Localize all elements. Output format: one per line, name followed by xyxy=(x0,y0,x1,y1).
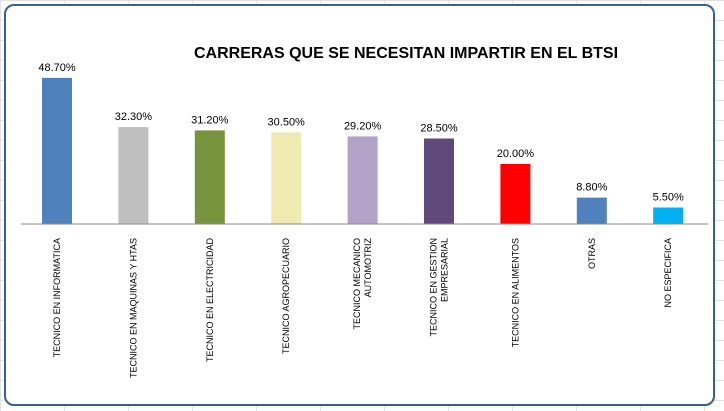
data-label-5: 28.50% xyxy=(420,123,458,135)
bar-1[interactable] xyxy=(118,127,149,224)
data-label-6: 20.00% xyxy=(497,148,535,160)
data-label-8: 5.50% xyxy=(653,192,684,204)
data-label-7: 8.80% xyxy=(576,182,607,194)
bar-4[interactable] xyxy=(347,136,378,224)
chart-title: CARRERAS QUE SE NECESITAN IMPARTIR EN EL… xyxy=(194,45,618,62)
bar-3[interactable] xyxy=(271,132,302,225)
x-tick-label-5: TECNICO EN GESTIONEMPRESARIAL xyxy=(429,238,450,337)
x-tick-label-8: NO ESPECIFICA xyxy=(663,238,673,308)
data-label-4: 29.20% xyxy=(344,120,382,132)
bar-7[interactable] xyxy=(576,197,607,224)
x-tick-label-1: TECNICO EN MAQUINAS Y HTAS xyxy=(128,238,138,378)
data-label-3: 30.50% xyxy=(268,117,306,129)
data-label-2: 31.20% xyxy=(191,114,229,126)
chart-area[interactable]: CARRERAS QUE SE NECESITAN IMPARTIR EN EL… xyxy=(4,4,715,406)
data-label-0: 48.70% xyxy=(38,62,76,74)
bar-2[interactable] xyxy=(194,130,225,224)
bar-5[interactable] xyxy=(424,138,454,225)
data-label-1: 32.30% xyxy=(115,111,153,123)
x-tick-label-3: TECNICO AGROPECUARIO xyxy=(281,238,291,354)
bar-0[interactable] xyxy=(42,77,72,225)
bar-8[interactable] xyxy=(653,207,684,225)
bar-6[interactable] xyxy=(500,164,531,224)
bars-group: 48.70% 32.30% 31.20% 30.50% 29.20% 28.50% 20.0… xyxy=(38,62,684,225)
x-tick-label-0: TECNICO EN INFORMATICA xyxy=(52,238,62,357)
bar-chart: CARRERAS QUE SE NECESITAN IMPARTIR EN EL… xyxy=(21,45,708,378)
x-tick-label-4: TECNICO MECANICOAUTOMOTRIZ xyxy=(352,238,373,330)
x-tick-label-6: TECNICO EN ALIMENTOS xyxy=(510,238,520,347)
x-tick-label-2: TECNICO EN ELECTRICIDAD xyxy=(205,238,215,363)
x-tick-label-7: OTRAS xyxy=(587,238,597,269)
